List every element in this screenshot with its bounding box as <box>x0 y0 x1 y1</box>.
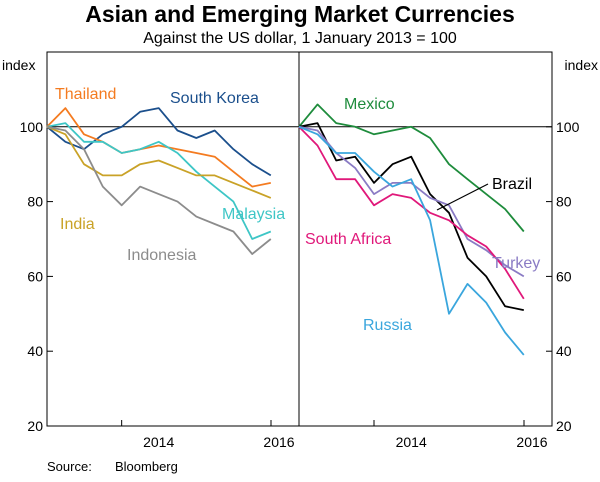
x-tick-label: 2014 <box>396 434 427 450</box>
y-tick-label-left: 80 <box>27 194 43 210</box>
y-tick-label-left: 100 <box>20 119 44 135</box>
x-tick-label: 2016 <box>263 434 294 450</box>
series-label-mexico: Mexico <box>344 96 395 113</box>
axis-ticks: index index 20 20 40 40 60 60 80 80 100 100 2014 2016… <box>2 57 598 450</box>
y-tick-label-right: 100 <box>556 119 580 135</box>
x-tick-label: 2016 <box>516 434 547 450</box>
chart-subtitle: Against the US dollar, 1 January 2013 = … <box>143 30 457 47</box>
series-line-south-africa <box>298 126 525 300</box>
series-line-malaysia <box>46 122 272 240</box>
y-tick-label-left: 60 <box>27 268 43 284</box>
series-line-mexico <box>298 103 525 233</box>
source-label: Source: <box>47 459 92 474</box>
series-label-turkey: Turkey <box>492 255 540 272</box>
chart-title: Asian and Emerging Market Currencies <box>85 1 515 27</box>
series-lines <box>46 103 525 356</box>
y-tick-label-right: 40 <box>556 343 572 359</box>
series-label-russia: Russia <box>363 317 412 334</box>
y-tick-label-right: 80 <box>556 194 572 210</box>
chart-frame <box>46 51 553 427</box>
series-label-south-korea: South Korea <box>170 90 259 107</box>
series-labels: South Korea Thailand Malaysia India Indonesi… <box>55 86 540 334</box>
series-line-thailand <box>46 107 271 188</box>
source-note: Source: Bloomberg <box>47 459 178 474</box>
y-tick-label-right: 20 <box>556 418 572 434</box>
series-line-russia <box>298 125 525 356</box>
right-axis-unit: index <box>565 57 598 73</box>
series-label-south-africa: South Africa <box>305 231 391 248</box>
series-label-brazil: Brazil <box>492 176 532 193</box>
series-label-indonesia: Indonesia <box>127 247 196 264</box>
series-line-brazil <box>298 122 524 311</box>
series-line-india <box>46 125 272 199</box>
series-label-thailand: Thailand <box>55 86 116 103</box>
y-tick-label-left: 40 <box>27 343 43 359</box>
source-value: Bloomberg <box>115 459 178 474</box>
y-tick-label-left: 20 <box>27 418 43 434</box>
left-axis-unit: index <box>2 57 35 73</box>
y-tick-label-right: 60 <box>556 268 572 284</box>
x-tick-label: 2014 <box>143 434 174 450</box>
series-label-malaysia: Malaysia <box>222 206 285 223</box>
series-line-indonesia <box>46 125 272 255</box>
series-label-india: India <box>60 216 95 233</box>
brazil-leader-line <box>436 183 489 211</box>
